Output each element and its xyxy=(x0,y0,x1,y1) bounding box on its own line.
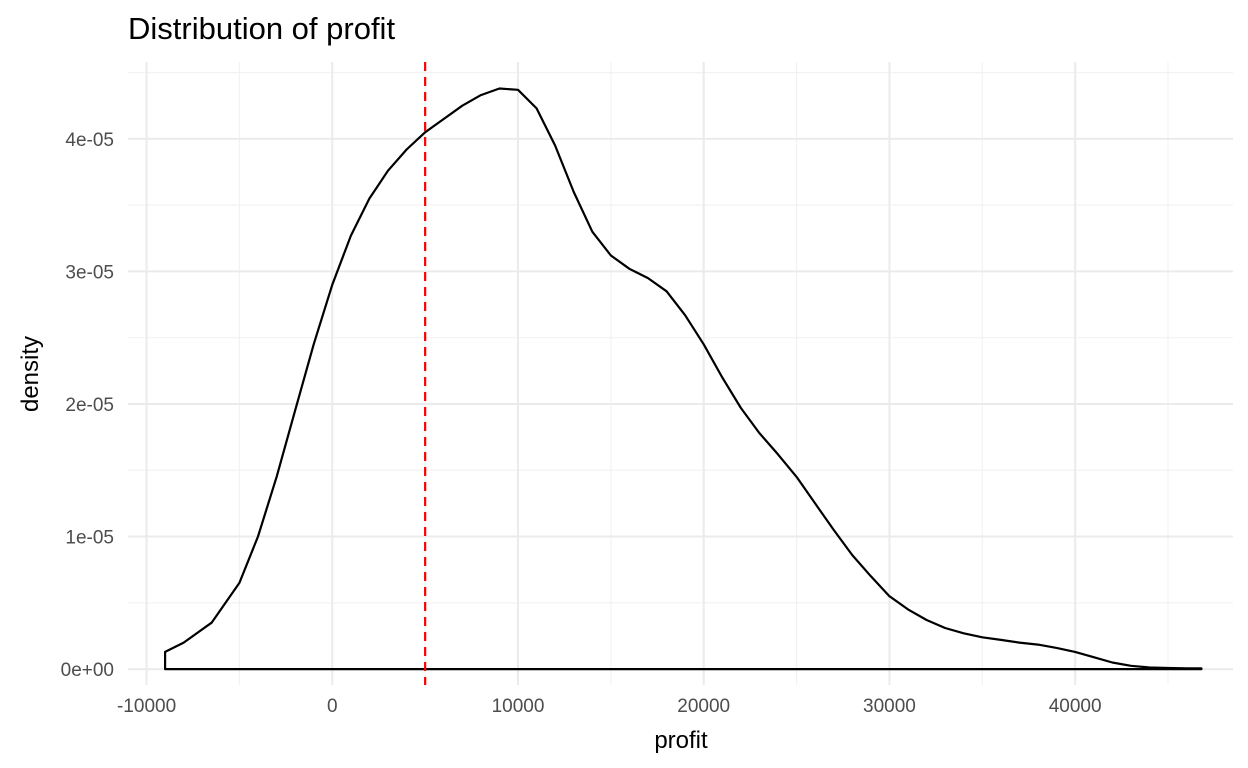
y-tick-label: 3e-05 xyxy=(65,262,114,283)
y-tick-label: 4e-05 xyxy=(65,130,114,151)
chart-title: Distribution of profit xyxy=(128,11,395,46)
major-gridlines xyxy=(128,62,1233,685)
x-tick-label: -10000 xyxy=(117,696,176,717)
x-tick-label: 0 xyxy=(327,696,338,717)
y-tick-label: 0e+00 xyxy=(61,660,114,681)
x-axis-ticks: -10000 0 10000 20000 30000 40000 xyxy=(117,696,1102,717)
minor-gridlines xyxy=(128,62,1233,685)
x-tick-label: 40000 xyxy=(1049,696,1102,717)
y-axis-title: density xyxy=(17,336,44,412)
y-tick-label: 2e-05 xyxy=(65,395,114,416)
y-axis-ticks: 0e+00 1e-05 2e-05 3e-05 4e-05 xyxy=(61,130,114,681)
x-tick-label: 30000 xyxy=(863,696,916,717)
x-tick-label: 10000 xyxy=(492,696,545,717)
x-axis-title: profit xyxy=(654,727,708,754)
y-tick-label: 1e-05 xyxy=(65,528,114,549)
x-tick-label: 20000 xyxy=(677,696,730,717)
density-curve xyxy=(164,87,1203,671)
